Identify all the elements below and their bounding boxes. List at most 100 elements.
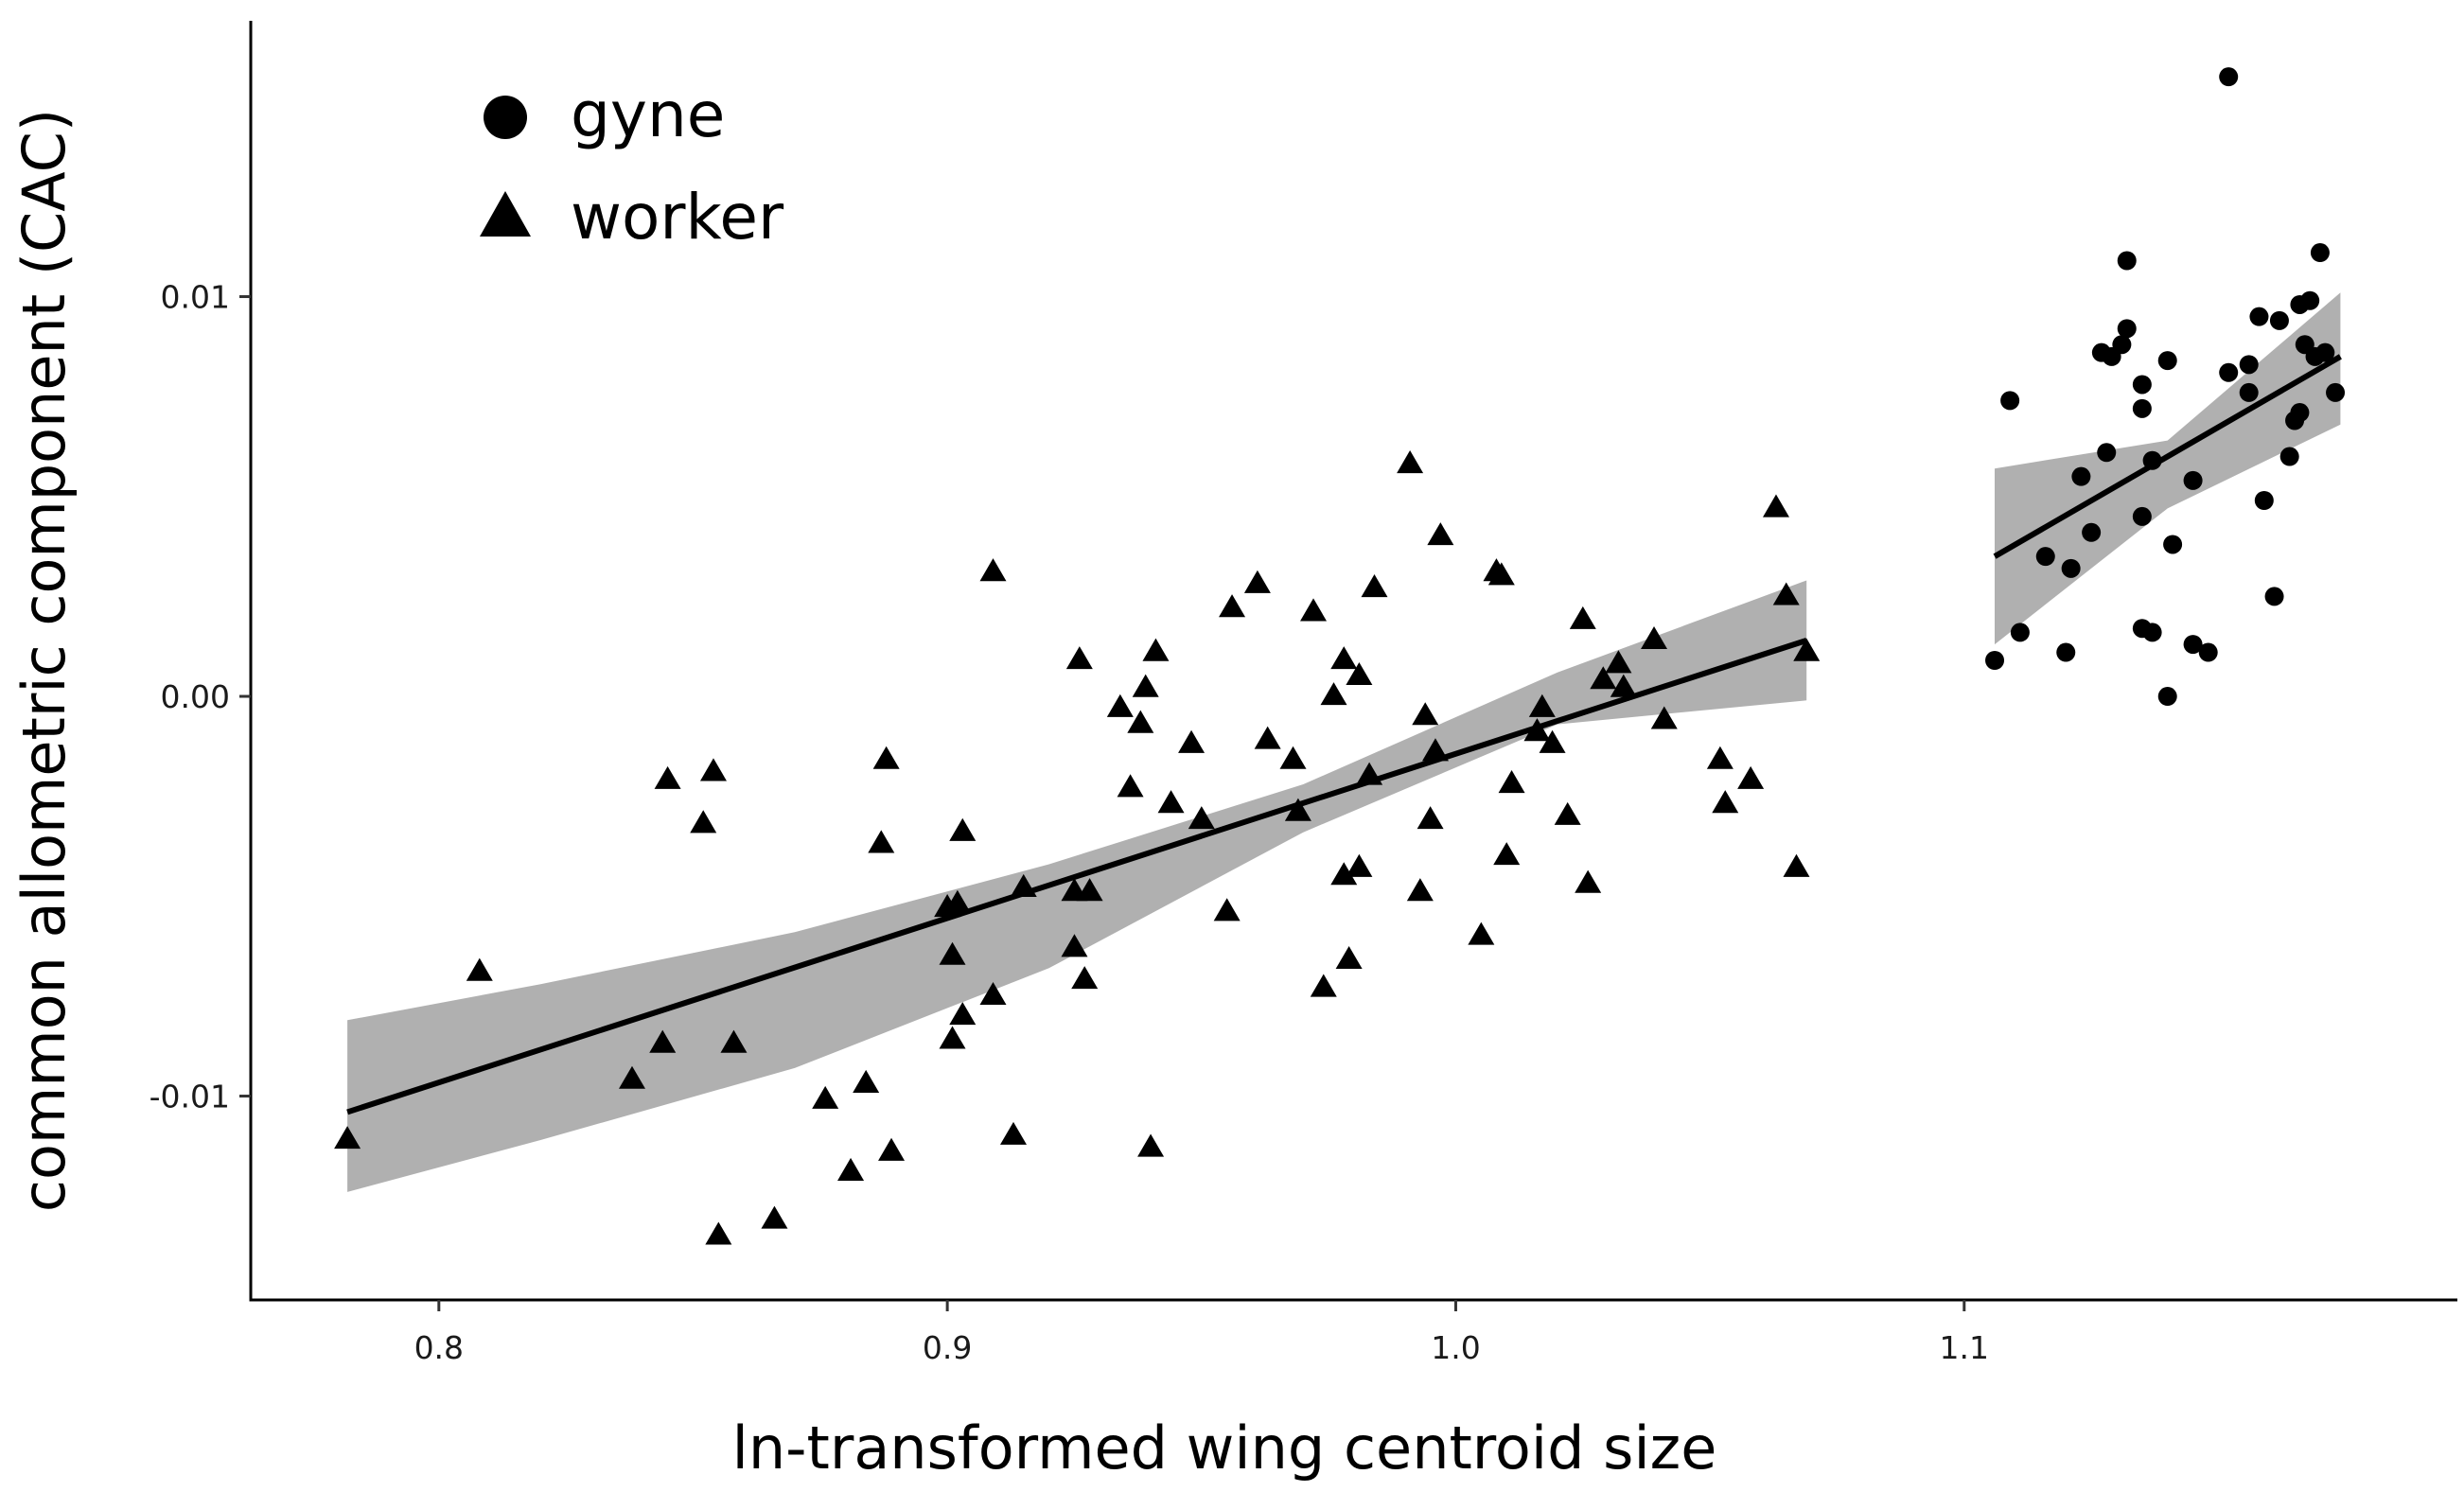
- worker-point: [1320, 682, 1347, 706]
- gyne-point: [2061, 558, 2081, 578]
- confidence-band-gyne: [1995, 292, 2341, 645]
- gyne-point: [2082, 522, 2102, 542]
- worker-point: [1219, 594, 1246, 618]
- worker-point: [654, 765, 681, 789]
- worker-point: [761, 1205, 788, 1229]
- gyne-point: [2249, 307, 2269, 326]
- worker-point: [1539, 729, 1566, 753]
- worker-point: [1427, 522, 1454, 546]
- worker-point: [1783, 853, 1810, 877]
- data-points: [334, 67, 2346, 1245]
- worker-point: [1106, 693, 1134, 717]
- worker-point: [1528, 693, 1556, 717]
- worker-point: [939, 941, 966, 965]
- worker-point: [1243, 570, 1271, 593]
- worker-point: [1076, 878, 1103, 902]
- worker-point: [1641, 625, 1668, 650]
- worker-point: [1737, 765, 1765, 789]
- gyne-point: [2142, 450, 2162, 470]
- y-tick-label: 0.00: [161, 678, 230, 715]
- gyne-point: [2132, 398, 2152, 418]
- worker-point: [1010, 873, 1037, 897]
- worker-point: [1254, 726, 1281, 749]
- worker-point: [1178, 729, 1206, 753]
- worker-point: [949, 817, 977, 841]
- worker-point: [1412, 702, 1439, 726]
- gyne-point: [2315, 342, 2335, 362]
- worker-point: [837, 1157, 865, 1181]
- worker-point: [1361, 574, 1388, 598]
- worker-point: [1712, 790, 1739, 814]
- worker-point: [1142, 638, 1170, 661]
- gyne-point: [2300, 290, 2320, 310]
- fit-line-gyne: [1993, 354, 2342, 559]
- fit-lines: [346, 354, 2342, 1115]
- worker-point: [1137, 1133, 1165, 1157]
- gyne-point: [2142, 623, 2162, 642]
- worker-point: [1071, 966, 1099, 990]
- worker-point: [1569, 606, 1596, 629]
- worker-point: [690, 810, 717, 834]
- worker-point: [1188, 806, 1215, 830]
- worker-point: [979, 981, 1007, 1006]
- gyne-point: [2000, 391, 2020, 411]
- worker-point: [1127, 710, 1154, 733]
- worker-point: [949, 1002, 977, 1026]
- worker-point: [1346, 661, 1373, 686]
- x-tick-label: 0.8: [414, 1329, 464, 1366]
- gyne-point: [1985, 651, 2005, 670]
- gyne-point: [2117, 251, 2137, 271]
- gyne-point: [2035, 547, 2055, 567]
- worker-point: [1772, 582, 1800, 606]
- worker-point: [705, 1221, 732, 1245]
- worker-point: [1493, 842, 1521, 866]
- worker-point: [1065, 646, 1093, 670]
- confidence-bands: [347, 292, 2341, 1192]
- worker-point: [1468, 922, 1495, 945]
- gyne-point: [2269, 310, 2289, 330]
- x-axis-title: ln-transformed wing centroid size: [732, 1413, 1717, 1483]
- worker-point: [618, 1065, 645, 1089]
- worker-point: [649, 1029, 677, 1053]
- gyne-point: [2071, 466, 2091, 486]
- legend: gyne worker: [480, 79, 784, 254]
- worker-point: [1523, 718, 1551, 742]
- worker-point: [1421, 738, 1449, 762]
- gyne-point: [2239, 382, 2259, 402]
- gyne-point: [2056, 642, 2076, 662]
- worker-point: [1650, 706, 1678, 729]
- gyne-point: [2279, 447, 2299, 466]
- worker-point: [1300, 598, 1328, 622]
- worker-point: [466, 957, 493, 981]
- worker-point: [812, 1085, 839, 1109]
- gyne-point: [2219, 362, 2239, 382]
- y-tick-label: -0.01: [150, 1079, 230, 1115]
- gyne-point: [2219, 67, 2239, 87]
- axes: [249, 21, 2457, 1302]
- worker-point: [939, 1026, 966, 1049]
- worker-point: [1605, 650, 1632, 674]
- worker-point: [1117, 774, 1144, 798]
- worker-point: [1610, 674, 1637, 697]
- gyne-point: [2163, 535, 2183, 554]
- legend-worker-marker: [480, 191, 531, 237]
- x-tick-label: 0.9: [923, 1329, 972, 1366]
- y-axis-title: common allometric component (CAC): [9, 109, 79, 1212]
- worker-point: [1330, 646, 1358, 670]
- worker-point: [699, 758, 727, 781]
- legend-gyne-label: gyne: [571, 79, 725, 151]
- worker-point: [853, 1069, 880, 1094]
- gyne-point: [2198, 642, 2218, 662]
- legend-worker-label: worker: [571, 181, 784, 254]
- worker-point: [872, 746, 900, 769]
- worker-point: [1279, 746, 1307, 769]
- worker-point: [720, 1029, 748, 1053]
- worker-point: [1575, 869, 1602, 893]
- fit-line-worker: [346, 638, 1808, 1115]
- worker-point: [1356, 762, 1383, 785]
- worker-point: [878, 1137, 906, 1161]
- gyne-point: [2010, 623, 2030, 642]
- worker-point: [1310, 974, 1337, 997]
- worker-point: [1061, 934, 1088, 957]
- worker-point: [943, 889, 971, 913]
